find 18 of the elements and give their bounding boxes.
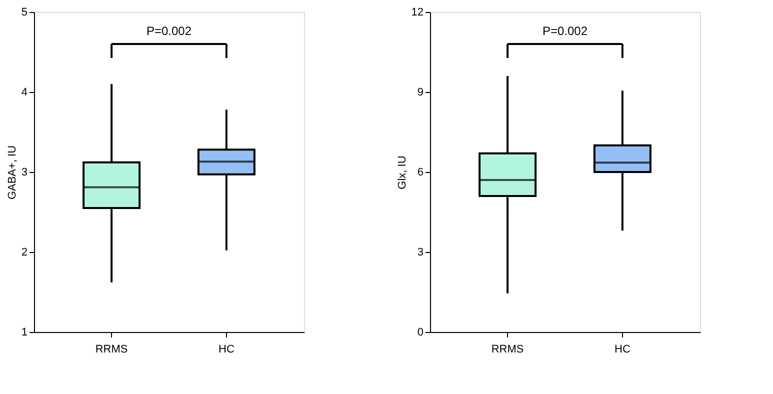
annotation: P=0.002 (542, 24, 588, 38)
x-tick-label: HC (614, 344, 630, 356)
y-tick-label: 9 (417, 86, 424, 98)
y-tick-label: 2 (21, 246, 28, 258)
y-tick-label: 5 (21, 6, 28, 18)
annotation: P=0.002 (146, 24, 192, 38)
y-tick-label: 3 (417, 246, 424, 258)
y-tick-label: 4 (21, 86, 28, 98)
y-tick-label: 0 (417, 326, 424, 338)
y-axis-title: Glx, IU (396, 156, 408, 190)
y-tick-label: 6 (417, 166, 424, 178)
x-tick-label: RRMS (95, 344, 128, 356)
x-tick-label: HC (218, 344, 234, 356)
y-tick-label: 1 (21, 326, 28, 338)
y-axis-title: GABA+, IU (6, 145, 18, 200)
x-tick-label: RRMS (491, 344, 524, 356)
y-tick-label: 12 (411, 6, 424, 18)
y-tick-label: 3 (21, 166, 28, 178)
